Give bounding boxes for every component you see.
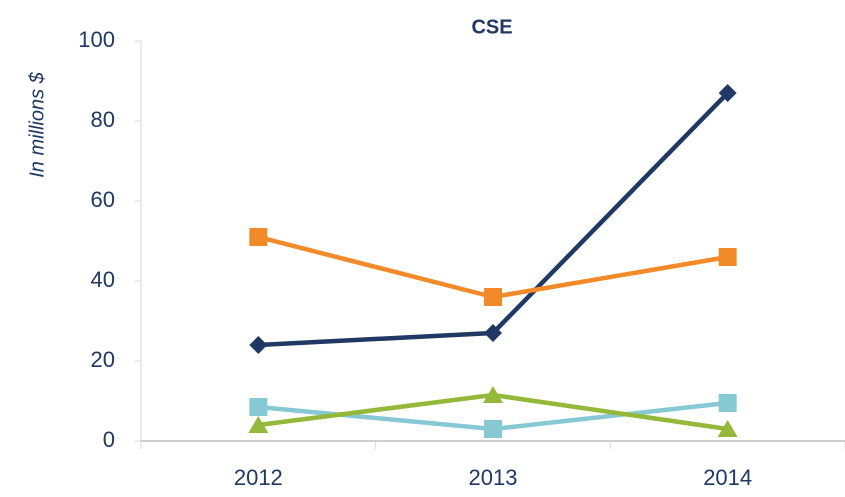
marker [718,394,737,412]
marker [718,84,737,102]
marker [483,386,503,403]
y-tick-label: 0 [103,427,115,452]
x-tick-label: 2014 [703,465,752,490]
series-line [258,91,730,348]
y-tick-label: 20 [91,347,115,372]
y-tick-label: 40 [91,267,115,292]
x-tick-label: 2013 [469,465,518,490]
marker [249,336,268,354]
marker [484,324,502,342]
marker [248,416,269,433]
marker [717,420,738,437]
marker [718,248,737,266]
marker [249,398,268,416]
chart-title: CSE [471,16,512,38]
y-tick-label: 100 [78,27,115,52]
marker [484,288,502,306]
marker [249,228,268,246]
marker [484,420,502,438]
y-tick-label: 80 [91,107,115,132]
y-axis-label: In millions $ [26,71,48,177]
x-tick-label: 2012 [234,465,283,490]
y-tick-label: 60 [91,187,115,212]
